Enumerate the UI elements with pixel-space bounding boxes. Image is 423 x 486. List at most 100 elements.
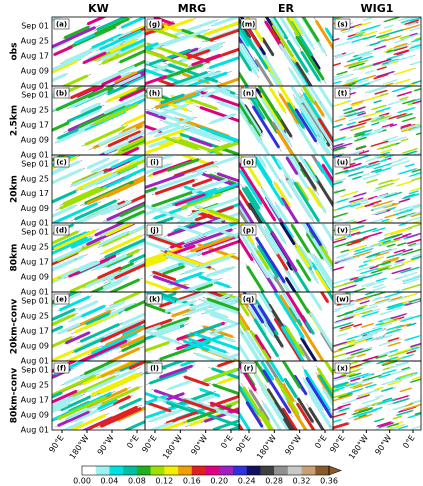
streak	[417, 132, 423, 134]
y-tick-label: Aug 09	[21, 67, 49, 76]
streak	[342, 192, 356, 196]
colorbar-swatch	[233, 466, 247, 475]
y-tick-label: Aug 25	[21, 106, 49, 115]
streak	[329, 82, 341, 85]
streak	[397, 260, 403, 262]
panel-label: (q)	[243, 296, 254, 304]
streak	[366, 76, 375, 79]
streak	[416, 412, 423, 414]
y-tick-label: Aug 01	[21, 426, 49, 435]
streak	[331, 342, 346, 346]
y-tick-label: Aug 09	[21, 342, 49, 351]
streak	[403, 250, 420, 255]
streak	[403, 285, 419, 290]
streak	[410, 191, 418, 193]
streak	[327, 350, 341, 354]
colorbar-swatch	[137, 466, 151, 475]
y-tick-label: Sep 01	[21, 91, 49, 100]
colorbar-tick-label: 0.36	[320, 477, 338, 486]
y-tick-label: Aug 01	[21, 151, 49, 160]
streak	[335, 102, 348, 106]
streak	[394, 416, 401, 418]
column-title: WIG1	[361, 2, 394, 15]
streak	[403, 118, 415, 122]
streak	[363, 233, 381, 238]
streak	[210, 58, 237, 68]
streak	[376, 396, 382, 398]
x-tick-label: 90°W	[283, 433, 303, 456]
panel-label: (w)	[336, 296, 349, 304]
streak	[398, 92, 411, 96]
streak	[361, 202, 369, 204]
streak	[364, 36, 375, 39]
x-tick-label: 180°W	[255, 433, 278, 461]
x-tick-label: 180°W	[68, 433, 91, 461]
streak	[375, 388, 382, 390]
streak	[372, 123, 378, 125]
y-tick-label: Aug 17	[21, 121, 49, 130]
panel-label: (m)	[242, 21, 256, 29]
streak	[374, 285, 383, 288]
colorbar-extend	[329, 466, 341, 475]
streak	[398, 243, 406, 245]
colorbar-swatch	[315, 466, 329, 475]
x-tick-label: 0°E	[219, 433, 234, 450]
x-tick-label: 90°W	[189, 433, 209, 456]
y-tick-label: Aug 25	[21, 174, 49, 183]
panel-label: (i)	[150, 159, 159, 167]
colorbar-tick-label: 0.04	[101, 477, 119, 486]
row-label: 80km	[10, 244, 20, 272]
panel-label: (e)	[56, 296, 67, 304]
x-tick-label: 0°E	[401, 433, 416, 450]
colorbar-swatch	[164, 466, 178, 475]
y-tick-label: Aug 17	[21, 396, 49, 405]
streak	[380, 180, 392, 184]
streak	[312, 255, 338, 297]
x-tick-label: 180°W	[161, 433, 184, 461]
streak	[353, 177, 361, 179]
streak	[406, 164, 414, 166]
y-tick-label: Sep 01	[21, 228, 49, 237]
x-tick-label: 90°W	[373, 433, 393, 456]
colorbar-tick-label: 0.24	[238, 477, 256, 486]
panel-label: (o)	[243, 159, 254, 167]
x-tick-label: 90°E	[47, 433, 65, 454]
streak	[375, 46, 385, 49]
streak	[102, 409, 141, 426]
streak	[393, 86, 410, 91]
x-tick-label: 90°E	[140, 433, 158, 454]
streak	[333, 63, 340, 65]
panel-label: (r)	[244, 365, 254, 373]
streak	[309, 189, 319, 206]
streak	[338, 72, 347, 75]
y-tick-label: Aug 01	[21, 82, 49, 91]
column-title: ER	[278, 2, 295, 15]
colorbar-swatch	[82, 466, 96, 475]
y-tick-label: Sep 01	[21, 160, 49, 169]
streak	[414, 375, 423, 379]
panel-label: (j)	[150, 227, 159, 235]
panel-label: (h)	[149, 90, 160, 98]
streak	[330, 310, 338, 312]
streak	[366, 385, 376, 388]
streak	[372, 141, 388, 146]
streak	[398, 273, 414, 278]
streak	[317, 22, 338, 56]
colorbar-tick-label: 0.28	[265, 477, 283, 486]
streak	[385, 25, 392, 27]
streak	[396, 69, 414, 74]
colorbar-swatch	[274, 466, 288, 475]
streak	[399, 158, 406, 160]
panel-label: (f)	[57, 365, 66, 373]
streak	[364, 399, 377, 403]
panel-label: (c)	[56, 159, 67, 167]
streak	[340, 345, 354, 349]
streak	[394, 308, 401, 310]
y-tick-label: Aug 01	[21, 219, 49, 228]
colorbar-swatch	[96, 466, 110, 475]
streak	[384, 80, 396, 83]
streak	[375, 419, 383, 422]
colorbar-swatch	[151, 466, 165, 475]
streak	[352, 38, 365, 42]
streak	[182, 358, 202, 365]
